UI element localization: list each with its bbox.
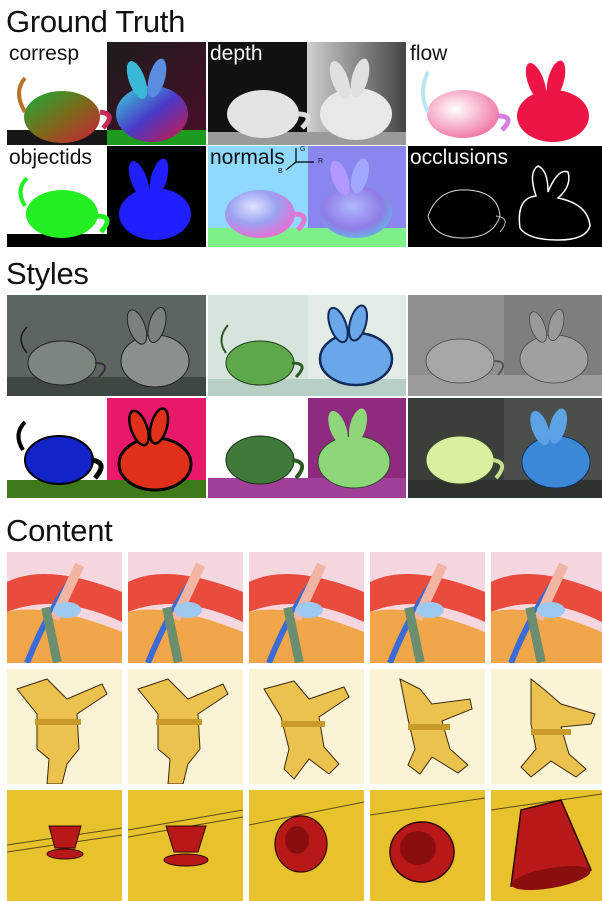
content-render bbox=[128, 790, 243, 901]
content-render bbox=[370, 669, 485, 784]
style-textured-dark-panel bbox=[408, 398, 602, 498]
content-row1-frame4 bbox=[370, 552, 485, 663]
style-render bbox=[408, 398, 602, 498]
normals-axis-b: B bbox=[278, 168, 283, 175]
content-row2-frame3 bbox=[249, 669, 364, 784]
content-row1-frame1 bbox=[7, 552, 122, 663]
section-title-content: Content bbox=[6, 513, 113, 548]
gt-objectids-panel: objectids bbox=[7, 146, 206, 247]
normals-axis-g: G bbox=[300, 146, 306, 153]
occlusions-render bbox=[408, 146, 602, 247]
content-row3-frame4 bbox=[370, 790, 485, 901]
style-render bbox=[7, 398, 206, 498]
gt-flow-panel: flow bbox=[408, 42, 602, 145]
content-render bbox=[128, 669, 243, 784]
normals-axis-r: R bbox=[318, 158, 324, 165]
content-render bbox=[370, 552, 485, 663]
depth-render bbox=[208, 42, 406, 145]
content-row2-frame5 bbox=[491, 669, 602, 784]
content-row2-frame1 bbox=[7, 669, 122, 784]
content-row2-frame4 bbox=[370, 669, 485, 784]
content-render bbox=[491, 669, 602, 784]
content-render bbox=[7, 669, 122, 784]
content-row3-frame3 bbox=[249, 790, 364, 901]
content-row2-frame2 bbox=[128, 669, 243, 784]
content-row1-frame2 bbox=[128, 552, 243, 663]
content-render bbox=[7, 790, 122, 901]
style-pencil-gray-panel bbox=[408, 295, 602, 396]
content-row1-frame3 bbox=[249, 552, 364, 663]
content-render bbox=[249, 790, 364, 901]
content-render bbox=[7, 552, 122, 663]
flow-render bbox=[408, 42, 602, 145]
label-objectids: objectids bbox=[9, 146, 92, 169]
section-title-styles: Styles bbox=[6, 256, 89, 291]
style-render bbox=[208, 398, 406, 498]
content-render bbox=[491, 552, 602, 663]
style-render bbox=[7, 295, 206, 396]
label-occlusions: occlusions bbox=[410, 146, 509, 169]
content-render bbox=[249, 669, 364, 784]
style-flat-color-panel bbox=[7, 398, 206, 498]
content-render bbox=[128, 552, 243, 663]
label-depth: depth bbox=[210, 42, 263, 65]
style-render bbox=[408, 295, 602, 396]
gt-depth-panel: depth bbox=[208, 42, 406, 145]
style-render bbox=[208, 295, 406, 396]
objectids-render bbox=[7, 146, 206, 247]
content-render bbox=[491, 790, 602, 901]
label-flow: flow bbox=[410, 42, 448, 65]
style-teal-watercolor-panel bbox=[208, 295, 406, 396]
content-row1-frame5 bbox=[491, 552, 602, 663]
style-sketch-gray-panel bbox=[7, 295, 206, 396]
style-green-magenta-panel bbox=[208, 398, 406, 498]
corresp-render bbox=[7, 42, 206, 145]
gt-occlusions-panel: occlusions bbox=[408, 146, 602, 247]
content-render bbox=[249, 552, 364, 663]
content-row3-frame1 bbox=[7, 790, 122, 901]
section-title-ground-truth: Ground Truth bbox=[6, 4, 186, 39]
normals-render bbox=[208, 146, 406, 247]
label-corresp: corresp bbox=[9, 42, 80, 65]
label-normals: normals bbox=[210, 146, 285, 169]
gt-corresp-panel: corresp bbox=[7, 42, 206, 145]
gt-normals-panel: normals G R B bbox=[208, 146, 406, 247]
content-row3-frame5 bbox=[491, 790, 602, 901]
content-render bbox=[370, 790, 485, 901]
content-row3-frame2 bbox=[128, 790, 243, 901]
